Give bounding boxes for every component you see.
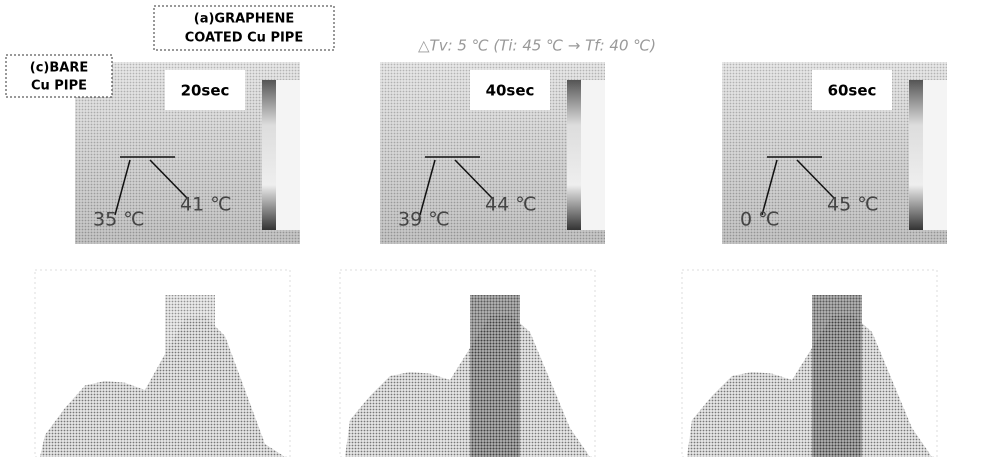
label-line: COATED Cu PIPE [185, 31, 303, 46]
color-scale-bg [276, 80, 300, 230]
profile-frame [34, 269, 291, 457]
label-line: (a)GRAPHENE [194, 12, 294, 27]
time-box [812, 70, 892, 110]
pointer [454, 159, 493, 199]
color-scale [567, 80, 581, 230]
time-label: 20sec [181, 82, 230, 100]
pointer [419, 159, 436, 216]
color-scale-bg [923, 80, 947, 230]
profile-peak [470, 295, 520, 457]
right-temp: 41 ℃ [180, 194, 232, 216]
bare-label: (c)BARE Cu PIPE [5, 54, 113, 98]
color-scale [262, 80, 276, 230]
time-label: 60sec [828, 82, 877, 100]
time-box [165, 70, 245, 110]
pointer [796, 159, 835, 199]
label-line: Cu PIPE [31, 79, 87, 94]
annotation: △Tv: 5 ℃ (Ti: 45 ℃ → Tf: 40 ℃) [418, 37, 656, 55]
time-box [470, 70, 550, 110]
profile-shape [40, 316, 285, 457]
time-label: 40sec [486, 82, 535, 100]
profile-frame [681, 269, 938, 457]
graphene-label: (a)GRAPHENE COATED Cu PIPE [153, 5, 335, 51]
profile-shape [345, 314, 590, 457]
color-scale-bg [581, 80, 605, 230]
right-temp: 45 ℃ [827, 194, 879, 216]
label-line: (c)BARE [30, 61, 88, 76]
left-temp: 39 ℃ [398, 209, 450, 231]
left-temp: 35 ℃ [93, 209, 145, 231]
color-scale [909, 80, 923, 230]
right-temp: 44 ℃ [485, 194, 537, 216]
profile-frame [339, 269, 596, 457]
profile-shape [687, 314, 932, 457]
panels: 20sec 35 ℃ 41 ℃ 40sec 39 ℃ 44 ℃ 60sec 0 ℃ 45 ℃ [34, 62, 947, 457]
profile-peak [165, 295, 215, 457]
pointer [761, 159, 778, 216]
pointer [114, 159, 131, 216]
profile-peak [812, 295, 862, 457]
left-temp: 0 ℃ [740, 209, 779, 231]
pointer [149, 159, 188, 199]
